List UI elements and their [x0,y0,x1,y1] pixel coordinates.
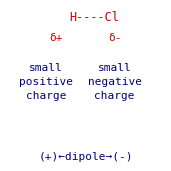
Text: δ-: δ- [108,33,121,43]
Text: small
positive
charge: small positive charge [19,63,73,101]
Text: H----Cl: H----Cl [69,11,119,24]
Text: small
negative
charge: small negative charge [88,63,142,101]
Text: δ+: δ+ [50,33,63,43]
Text: (+)←dipole→(-): (+)←dipole→(-) [38,152,133,162]
